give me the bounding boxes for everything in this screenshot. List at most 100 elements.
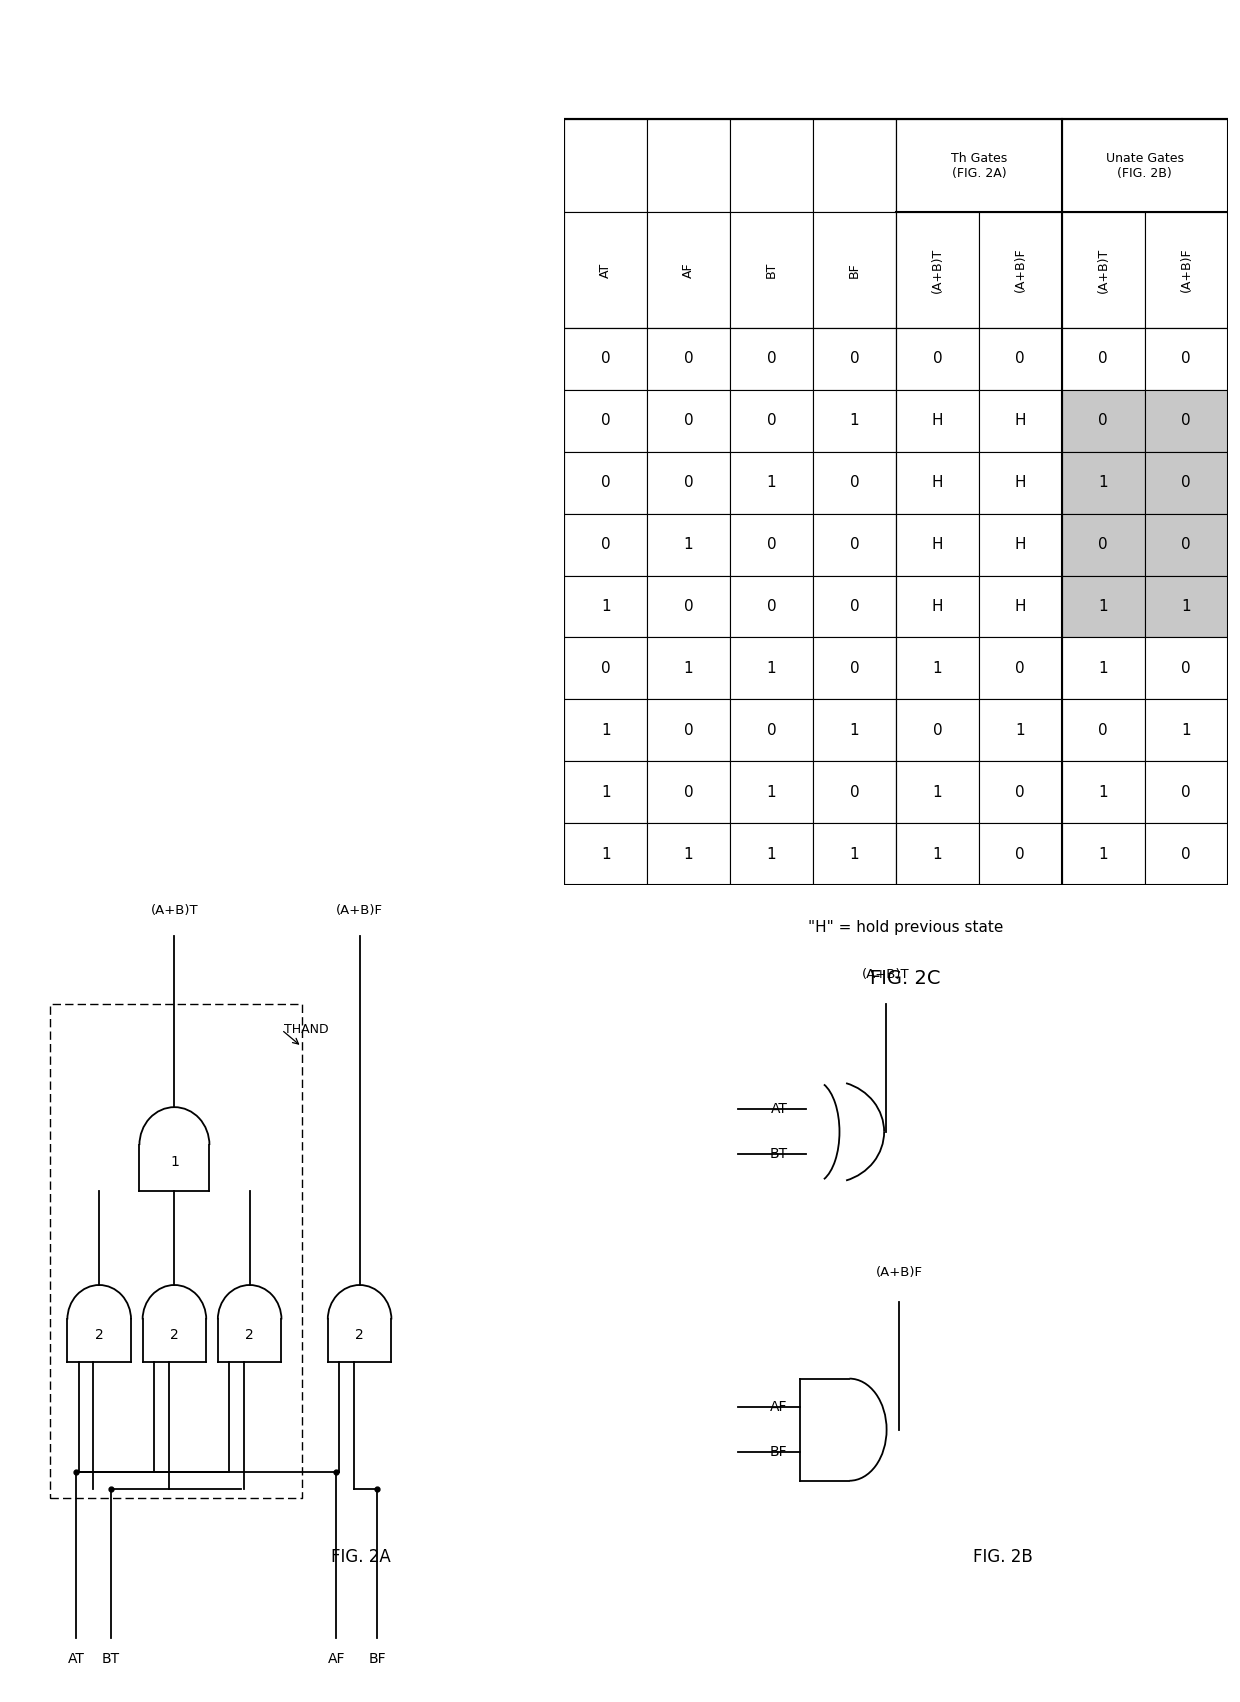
Text: 1: 1 (601, 723, 610, 737)
Bar (1061, 761, 1145, 824)
Bar (978, 575, 1061, 638)
Bar (978, 451, 1061, 514)
Bar (813, 638, 895, 700)
Bar (978, 700, 1061, 761)
Text: (A+B)T: (A+B)T (862, 968, 910, 980)
Text: 1: 1 (1099, 599, 1109, 614)
Bar (895, 638, 978, 700)
Text: (A+B)T: (A+B)T (931, 247, 944, 293)
Bar (1145, 213, 1228, 328)
Text: 2: 2 (94, 1328, 104, 1341)
Text: 1: 1 (170, 1156, 179, 1169)
Bar (1145, 761, 1228, 824)
Bar (564, 575, 647, 638)
Text: 0: 0 (683, 352, 693, 366)
Bar (813, 390, 895, 451)
Text: 0: 0 (849, 660, 859, 676)
Bar (978, 328, 1061, 390)
Bar (1061, 328, 1145, 390)
Bar (647, 390, 730, 451)
Text: 0: 0 (683, 723, 693, 737)
Bar (647, 700, 730, 761)
Text: H: H (1014, 475, 1025, 490)
Bar (564, 390, 647, 451)
Text: 0: 0 (601, 475, 610, 490)
Text: 0: 0 (1099, 352, 1109, 366)
Text: 0: 0 (1099, 538, 1109, 551)
Bar (730, 824, 813, 885)
Text: 1: 1 (766, 846, 776, 861)
Text: 1: 1 (601, 785, 610, 800)
Text: 2: 2 (355, 1328, 365, 1341)
Text: 2: 2 (170, 1328, 179, 1341)
Text: AT: AT (770, 1103, 787, 1117)
Text: 0: 0 (601, 660, 610, 676)
Text: 1: 1 (683, 846, 693, 861)
Text: (A+B)T: (A+B)T (150, 904, 198, 917)
Text: 1: 1 (683, 660, 693, 676)
Text: BT: BT (765, 262, 777, 277)
Text: H: H (1014, 538, 1025, 551)
Bar (1145, 451, 1228, 514)
Bar (1061, 119, 1228, 213)
Bar (730, 328, 813, 390)
Text: 0: 0 (601, 352, 610, 366)
Bar (730, 761, 813, 824)
Text: 0: 0 (601, 414, 610, 429)
Text: 0: 0 (683, 475, 693, 490)
Bar (1145, 390, 1228, 451)
Bar (978, 390, 1061, 451)
Text: 0: 0 (1182, 352, 1190, 366)
Bar (895, 514, 978, 575)
Text: 0: 0 (766, 723, 776, 737)
Text: 1: 1 (1099, 846, 1109, 861)
Text: 2: 2 (246, 1328, 254, 1341)
Text: 0: 0 (601, 538, 610, 551)
Bar (647, 575, 730, 638)
Bar (813, 761, 895, 824)
Text: FIG. 2C: FIG. 2C (870, 968, 940, 989)
Text: 0: 0 (849, 475, 859, 490)
Text: 0: 0 (1016, 846, 1025, 861)
Text: 0: 0 (1182, 846, 1190, 861)
Bar (730, 451, 813, 514)
Text: (A+B)F: (A+B)F (336, 904, 383, 917)
Text: 0: 0 (766, 538, 776, 551)
Bar (813, 514, 895, 575)
Bar (647, 119, 730, 213)
Bar (730, 390, 813, 451)
Text: Th Gates
(FIG. 2A): Th Gates (FIG. 2A) (951, 151, 1007, 179)
Bar (1061, 514, 1145, 575)
Text: BF: BF (770, 1445, 787, 1459)
Text: 1: 1 (932, 846, 942, 861)
Text: H: H (931, 599, 944, 614)
Text: 0: 0 (1182, 475, 1190, 490)
Text: 0: 0 (766, 414, 776, 429)
Text: 1: 1 (1099, 785, 1109, 800)
Bar (813, 213, 895, 328)
Text: 0: 0 (849, 785, 859, 800)
Text: 0: 0 (849, 352, 859, 366)
Text: Unate Gates
(FIG. 2B): Unate Gates (FIG. 2B) (1106, 151, 1184, 179)
Text: 0: 0 (766, 599, 776, 614)
Bar (647, 451, 730, 514)
Bar (564, 119, 647, 213)
Text: AT: AT (599, 262, 613, 277)
Text: 1: 1 (1016, 723, 1025, 737)
Text: AF: AF (327, 1653, 345, 1666)
Text: THAND: THAND (284, 1023, 329, 1037)
Text: 1: 1 (1182, 599, 1190, 614)
Bar (895, 328, 978, 390)
Bar (813, 700, 895, 761)
Text: 0: 0 (1016, 660, 1025, 676)
Text: 1: 1 (849, 414, 859, 429)
Text: 0: 0 (849, 538, 859, 551)
Text: FIG. 2B: FIG. 2B (973, 1549, 1033, 1566)
Text: 0: 0 (683, 414, 693, 429)
Text: 0: 0 (1099, 723, 1109, 737)
Bar (647, 328, 730, 390)
Bar (895, 390, 978, 451)
Text: 0: 0 (1016, 785, 1025, 800)
Bar (1145, 328, 1228, 390)
Bar (564, 638, 647, 700)
